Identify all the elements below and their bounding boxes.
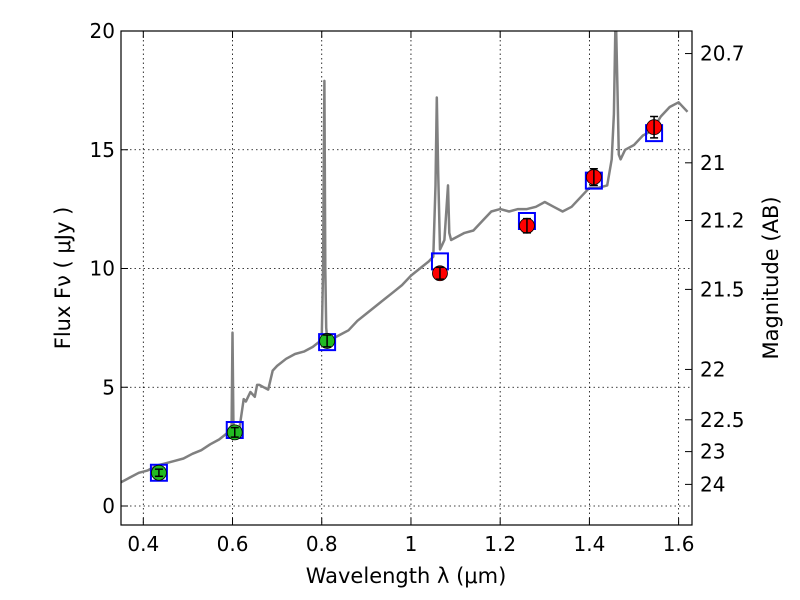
y-tick-label: 0: [102, 494, 115, 518]
y2-tick-label: 21.2: [700, 209, 745, 233]
y2-tick-label: 23: [700, 440, 725, 464]
x-tick-label: 0.4: [127, 532, 159, 556]
y-axis-label: Flux Fν ( μJy ): [51, 207, 75, 350]
y-tick-label: 20: [90, 19, 115, 43]
y2-tick-label: 22: [700, 357, 725, 381]
y2-tick-label: 20.7: [700, 42, 745, 66]
x-tick-label: 1.2: [484, 532, 516, 556]
y-tick-label: 15: [90, 138, 115, 162]
plot-background: [121, 31, 692, 525]
y2-tick-label: 21.5: [700, 277, 745, 301]
y-tick-label: 10: [90, 257, 115, 281]
x-tick-label: 1.4: [573, 532, 605, 556]
x-tick-label: 0.8: [306, 532, 338, 556]
y2-axis-label: Magnitude (AB): [759, 196, 783, 359]
marker-layer: [149, 115, 664, 482]
x-tick-label: 1: [405, 532, 418, 556]
y2-tick-label: 21: [700, 151, 725, 175]
x-axis-label: Wavelength λ (μm): [306, 564, 507, 588]
y2-tick-label: 22.5: [700, 408, 745, 432]
plot-frame: [120, 30, 693, 526]
y2-tick-label: 24: [700, 472, 725, 496]
model-photometry-square: [149, 463, 168, 482]
ticks: 0.4 0.6 0.8 1 1.2 1.4 1.6 0 5 10 15 20 20.7 21 21.2 21.…: [90, 19, 745, 556]
y-tick-label: 5: [102, 375, 115, 399]
x-tick-label: 1.6: [663, 532, 695, 556]
x-tick-label: 0.6: [217, 532, 249, 556]
